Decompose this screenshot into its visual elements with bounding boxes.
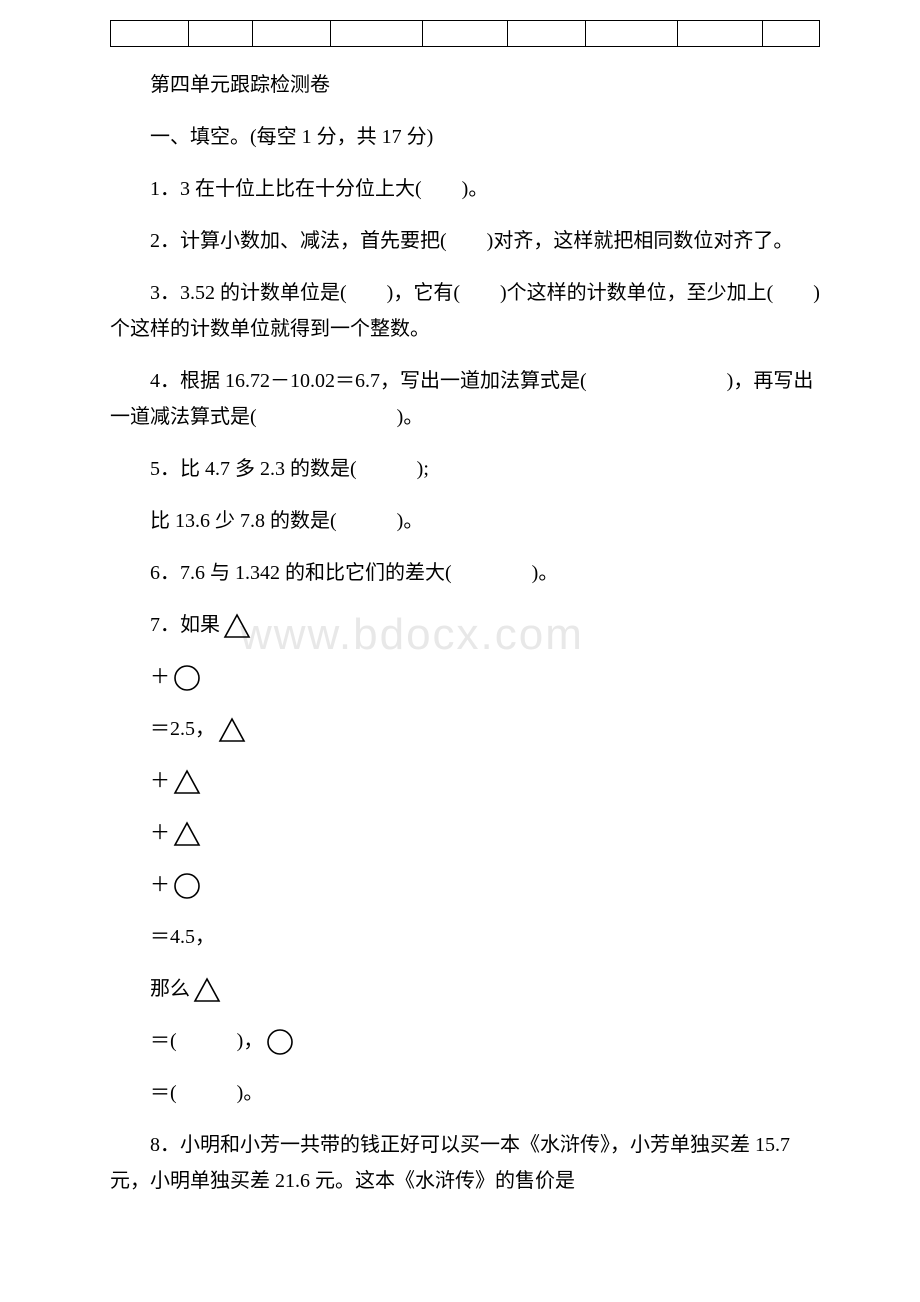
question-8: 8．小明和小芳一共带的钱正好可以买一本《水浒传》，小芳单独买差 15.7 元，小… <box>110 1127 820 1199</box>
triangle-icon <box>217 717 247 743</box>
ans1-text: ＝( )， <box>150 1030 263 1052</box>
question-6: 6．7.6 与 1.342 的和比它们的差大( )。 <box>110 555 820 591</box>
question-7-line1: 7．如果 <box>110 607 820 643</box>
question-7-line5: ＋ <box>110 815 820 851</box>
triangle-icon <box>192 977 222 1003</box>
question-5-line2: 比 13.6 少 7.8 的数是( )。 <box>110 503 820 539</box>
question-7-line6: ＋ <box>110 867 820 903</box>
question-2: 2．计算小数加、减法，首先要把( )对齐，这样就把相同数位对齐了。 <box>110 223 820 259</box>
question-7-line9: ＝( )， <box>110 1023 820 1059</box>
question-7-line4: ＋ <box>110 763 820 799</box>
then-text: 那么 <box>150 978 190 1000</box>
plus-text: ＋ <box>150 770 170 792</box>
triangle-icon <box>172 769 202 795</box>
document-title: 第四单元跟踪检测卷 <box>110 67 820 103</box>
plus-text: ＋ <box>150 666 170 688</box>
section-heading: 一、填空。(每空 1 分，共 17 分) <box>110 119 820 155</box>
question-7-line8: 那么 <box>110 971 820 1007</box>
question-7-line7: ＝4.5， <box>110 919 820 955</box>
circle-icon <box>172 871 202 901</box>
document-content: 第四单元跟踪检测卷 一、填空。(每空 1 分，共 17 分) 1．3 在十位上比… <box>110 20 820 1199</box>
triangle-icon <box>222 613 252 639</box>
plus-text: ＋ <box>150 822 170 844</box>
question-1: 1．3 在十位上比在十分位上大( )。 <box>110 171 820 207</box>
question-4: 4．根据 16.72－10.02＝6.7，写出一道加法算式是( )，再写出一道减… <box>110 363 820 435</box>
triangle-icon <box>172 821 202 847</box>
question-7-line10: ＝( )。 <box>110 1075 820 1111</box>
plus-text: ＋ <box>150 874 170 896</box>
eq1-text: ＝2.5， <box>150 718 215 740</box>
top-empty-table <box>110 20 820 47</box>
circle-icon <box>172 663 202 693</box>
circle-icon <box>265 1027 295 1057</box>
question-5-line1: 5．比 4.7 多 2.3 的数是( ); <box>110 451 820 487</box>
question-7-line3: ＝2.5， <box>110 711 820 747</box>
question-7-line2: ＋ <box>110 659 820 695</box>
question-3: 3．3.52 的计数单位是( )，它有( )个这样的计数单位，至少加上( )个这… <box>110 275 820 347</box>
q7-intro-text: 7．如果 <box>150 614 220 636</box>
